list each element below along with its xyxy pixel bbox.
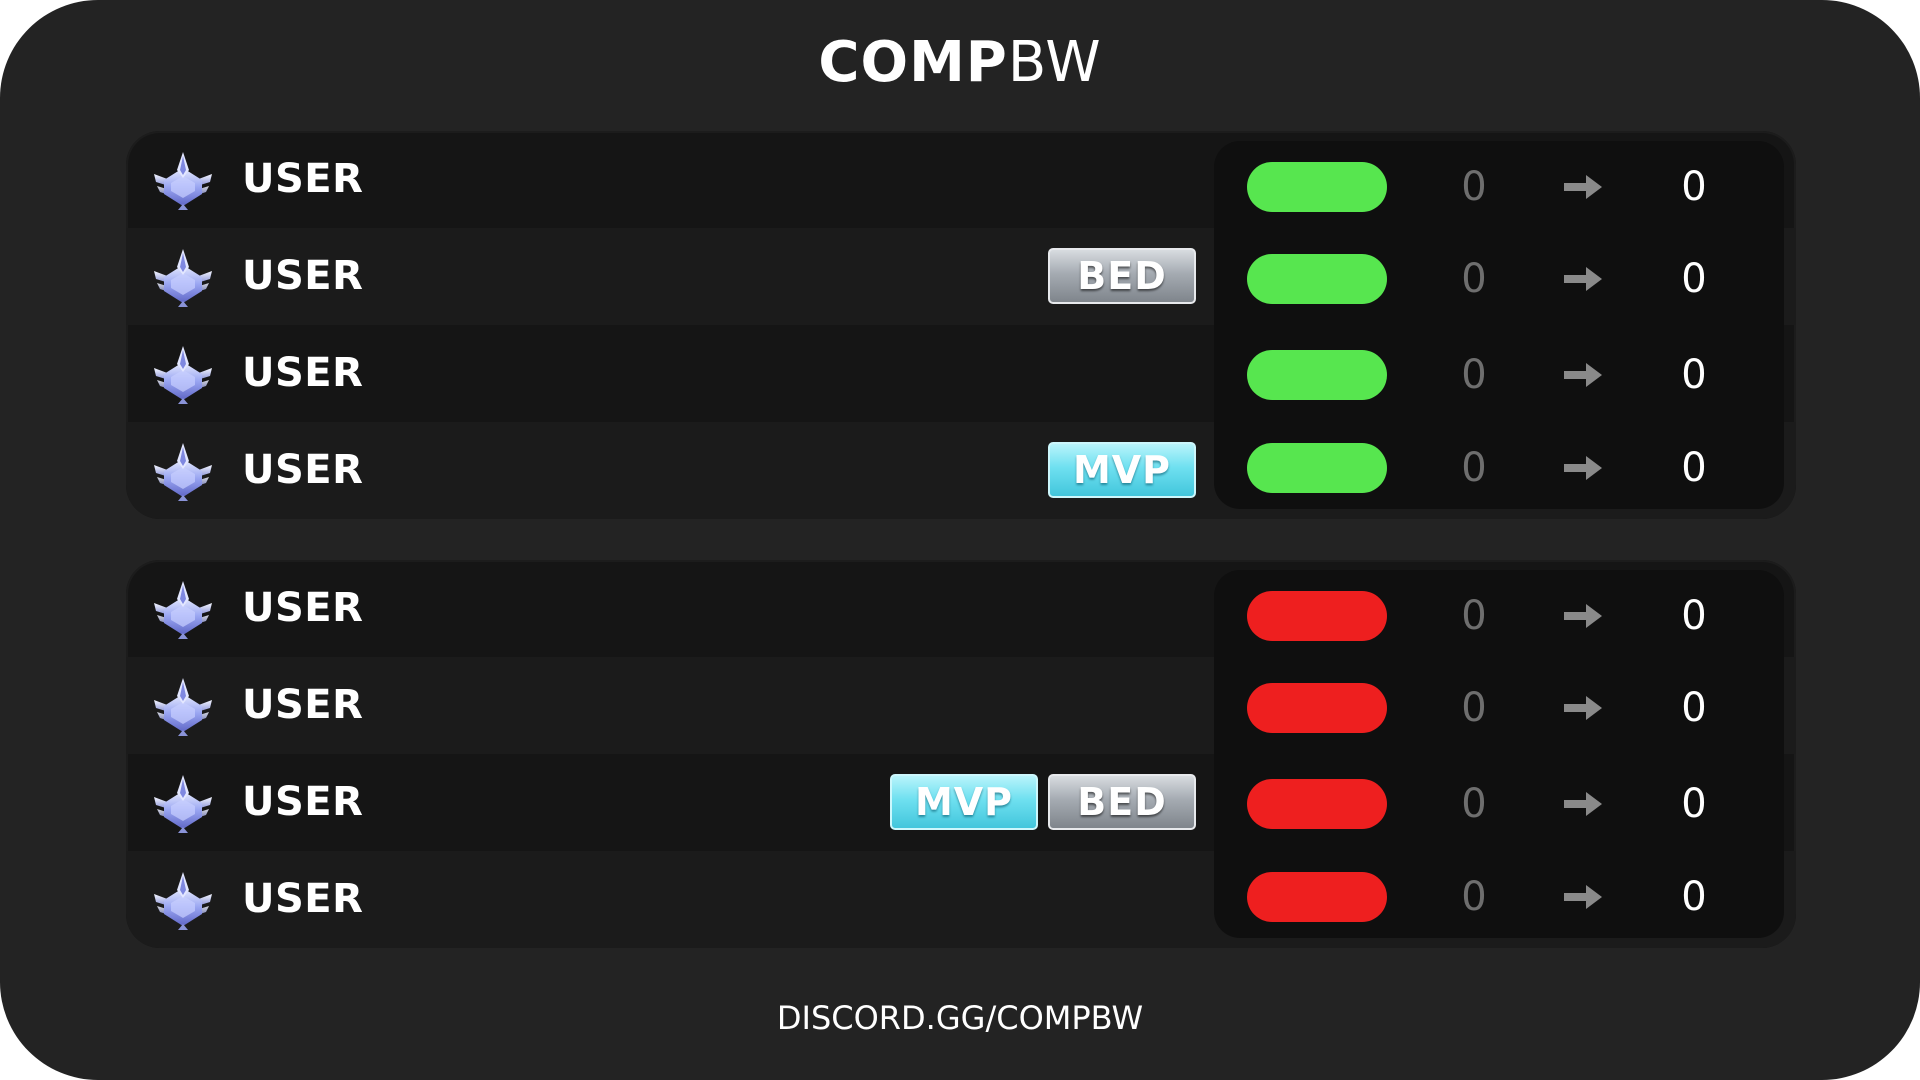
- mvp-badge: MVP: [890, 774, 1038, 830]
- arrow-right-icon: [1562, 453, 1604, 483]
- loss-status-pill: [1247, 872, 1387, 922]
- player-name: USER: [242, 682, 364, 728]
- player-row: USER: [126, 560, 1796, 657]
- win-status-pill: [1247, 254, 1387, 304]
- bed-badge: BED: [1048, 774, 1196, 830]
- score-before: 0: [1461, 781, 1487, 827]
- score-before: 0: [1461, 593, 1487, 639]
- win-status-pill: [1247, 350, 1387, 400]
- player-name: USER: [242, 156, 364, 202]
- loss-status-pill: [1247, 779, 1387, 829]
- score-after: 0: [1681, 352, 1707, 398]
- bed-badge: BED: [1048, 248, 1196, 304]
- win-status-pill: [1247, 162, 1387, 212]
- rank-emblem-icon: [152, 773, 214, 835]
- score-after: 0: [1681, 781, 1707, 827]
- logo-bold-text: COMP: [818, 30, 1008, 95]
- rank-emblem-icon: [152, 441, 214, 503]
- score-after: 0: [1681, 874, 1707, 920]
- score-after: 0: [1681, 256, 1707, 302]
- badge-group: MVP: [1048, 442, 1196, 498]
- score-after: 0: [1681, 164, 1707, 210]
- arrow-right-icon: [1562, 360, 1604, 390]
- discord-link[interactable]: DISCORD.GG/COMPBW: [776, 999, 1144, 1037]
- team-panel-winners: USER USER BED USER USER MVP 0 0 0 0 0 0 0 0: [126, 131, 1796, 519]
- score-after: 0: [1681, 685, 1707, 731]
- rank-emblem-icon: [152, 579, 214, 641]
- score-before: 0: [1461, 445, 1487, 491]
- score-before: 0: [1461, 164, 1487, 210]
- player-name: USER: [242, 876, 364, 922]
- loss-status-pill: [1247, 683, 1387, 733]
- player-row: USER: [126, 131, 1796, 228]
- player-name: USER: [242, 447, 364, 493]
- rank-emblem-icon: [152, 344, 214, 406]
- win-status-pill: [1247, 443, 1387, 493]
- arrow-right-icon: [1562, 693, 1604, 723]
- badge-group: BED MVP: [890, 774, 1196, 830]
- player-name: USER: [242, 779, 364, 825]
- player-name: USER: [242, 253, 364, 299]
- logo: COMPBW: [0, 28, 1920, 98]
- team-panel-losers: USER USER USER BED MVP USER 0 0 0 0 0 0 0 0: [126, 560, 1796, 948]
- arrow-right-icon: [1562, 264, 1604, 294]
- rank-emblem-icon: [152, 676, 214, 738]
- logo-light-text: BW: [1007, 30, 1102, 95]
- player-name: USER: [242, 585, 364, 631]
- score-after: 0: [1681, 445, 1707, 491]
- score-before: 0: [1461, 685, 1487, 731]
- mvp-badge: MVP: [1048, 442, 1196, 498]
- score-before: 0: [1461, 874, 1487, 920]
- badge-group: BED: [1048, 248, 1196, 304]
- loss-status-pill: [1247, 591, 1387, 641]
- arrow-right-icon: [1562, 789, 1604, 819]
- score-before: 0: [1461, 352, 1487, 398]
- score-after: 0: [1681, 593, 1707, 639]
- rank-emblem-icon: [152, 870, 214, 932]
- rank-emblem-icon: [152, 150, 214, 212]
- rank-emblem-icon: [152, 247, 214, 309]
- arrow-right-icon: [1562, 172, 1604, 202]
- score-before: 0: [1461, 256, 1487, 302]
- player-row: USER: [126, 325, 1796, 422]
- arrow-right-icon: [1562, 882, 1604, 912]
- player-name: USER: [242, 350, 364, 396]
- arrow-right-icon: [1562, 601, 1604, 631]
- player-row: USER BED MVP: [126, 754, 1796, 851]
